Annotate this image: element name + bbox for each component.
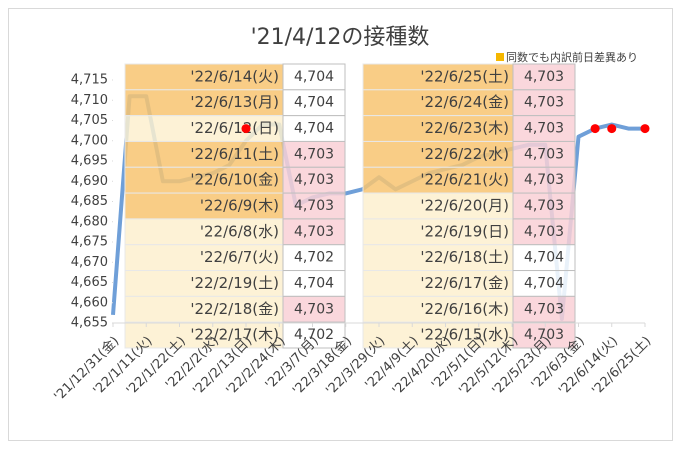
y-tick-label: 4,680 bbox=[71, 214, 108, 229]
date-text: '22/6/12(日) bbox=[190, 119, 279, 137]
date-text: '22/6/18(土) bbox=[420, 248, 509, 266]
value-cell bbox=[282, 270, 346, 297]
value-cell bbox=[282, 140, 346, 168]
value-cell bbox=[512, 295, 576, 323]
value-cell bbox=[282, 89, 346, 117]
date-text: '22/6/11(土) bbox=[190, 145, 279, 163]
date-text: '22/6/19(日) bbox=[420, 222, 509, 240]
date-text: '22/6/17(金) bbox=[420, 274, 509, 292]
value-text: 4,703 bbox=[524, 198, 564, 214]
date-text: '22/6/25(土) bbox=[420, 67, 509, 85]
date-cell bbox=[362, 115, 514, 142]
value-text: 4,702 bbox=[294, 327, 334, 343]
date-text: '22/6/15(水) bbox=[420, 326, 509, 344]
date-text: '22/6/10(金) bbox=[190, 171, 279, 189]
value-text: 4,704 bbox=[294, 121, 334, 137]
y-tick-label: 4,690 bbox=[71, 174, 108, 189]
date-cell bbox=[362, 244, 514, 272]
date-text: '22/6/7(火) bbox=[200, 248, 279, 266]
value-text: 4,704 bbox=[524, 275, 564, 291]
y-tick-label: 4,710 bbox=[71, 93, 108, 108]
value-text: 4,703 bbox=[524, 172, 564, 188]
marker-dot bbox=[607, 124, 617, 134]
date-cell bbox=[124, 166, 284, 194]
value-cell bbox=[512, 192, 576, 220]
date-text: '22/6/21(火) bbox=[420, 171, 509, 189]
value-cell bbox=[512, 321, 576, 349]
y-tick-label: 4,700 bbox=[71, 133, 108, 148]
value-cell bbox=[512, 270, 576, 297]
date-cell bbox=[124, 218, 284, 246]
note-swatch bbox=[496, 53, 504, 61]
value-cell bbox=[512, 63, 576, 91]
date-text: '22/6/16(木) bbox=[420, 300, 509, 318]
value-text: 4,703 bbox=[294, 172, 334, 188]
date-cell bbox=[362, 295, 514, 323]
y-tick-label: 4,695 bbox=[71, 154, 108, 169]
date-text: '22/6/14(火) bbox=[190, 67, 279, 85]
date-text: '22/2/18(金) bbox=[190, 300, 279, 318]
marker-dot bbox=[640, 124, 650, 134]
y-tick-label: 4,670 bbox=[71, 255, 108, 270]
y-tick-label: 4,655 bbox=[71, 316, 108, 331]
y-tick-label: 4,705 bbox=[71, 113, 108, 128]
value-text: 4,703 bbox=[524, 224, 564, 240]
date-text: '22/2/19(土) bbox=[190, 274, 279, 292]
value-cell bbox=[512, 89, 576, 117]
y-tick-label: 4,675 bbox=[71, 235, 108, 250]
value-text: 4,703 bbox=[294, 198, 334, 214]
marker-dot bbox=[241, 124, 251, 134]
value-cell bbox=[282, 321, 346, 349]
y-tick-label: 4,665 bbox=[71, 275, 108, 290]
value-cell bbox=[282, 115, 346, 142]
value-text: 4,703 bbox=[524, 327, 564, 343]
chart-title: '21/4/12の接種数 bbox=[251, 25, 430, 50]
value-text: 4,702 bbox=[294, 250, 334, 266]
value-text: 4,703 bbox=[524, 121, 564, 137]
value-text: 4,704 bbox=[294, 95, 334, 111]
date-cell bbox=[124, 115, 284, 142]
value-text: 4,703 bbox=[294, 146, 334, 162]
note: 同数でも内訳前日差異あり bbox=[506, 50, 638, 64]
value-text: 4,703 bbox=[294, 224, 334, 240]
date-text: '22/2/17(木) bbox=[190, 326, 279, 344]
value-text: 4,704 bbox=[294, 69, 334, 85]
value-text: 4,703 bbox=[524, 69, 564, 85]
date-cell bbox=[362, 218, 514, 246]
date-cell bbox=[124, 63, 284, 91]
value-text: 4,703 bbox=[524, 146, 564, 162]
date-cell bbox=[362, 89, 514, 117]
date-text: '22/6/24(金) bbox=[420, 93, 509, 111]
value-text: 4,703 bbox=[524, 301, 564, 317]
date-text: '22/6/13(月) bbox=[190, 93, 279, 111]
date-text: '22/6/9(木) bbox=[200, 197, 279, 215]
date-cell bbox=[362, 140, 514, 168]
value-cell bbox=[282, 218, 346, 246]
date-text: '22/6/22(水) bbox=[420, 145, 509, 163]
value-cell bbox=[282, 166, 346, 194]
value-text: 4,704 bbox=[524, 250, 564, 266]
value-cell bbox=[512, 115, 576, 142]
value-text: 4,704 bbox=[294, 275, 334, 291]
y-tick-label: 4,685 bbox=[71, 194, 108, 209]
value-cell bbox=[282, 192, 346, 220]
marker-dot bbox=[590, 124, 600, 134]
y-tick-label: 4,660 bbox=[71, 295, 108, 310]
value-text: 4,703 bbox=[294, 301, 334, 317]
date-text: '22/6/20(月) bbox=[420, 197, 509, 215]
date-text: '22/6/23(木) bbox=[420, 119, 509, 137]
date-cell bbox=[362, 321, 514, 349]
date-cell bbox=[124, 270, 284, 297]
date-text: '22/6/8(水) bbox=[200, 222, 279, 240]
y-tick-label: 4,715 bbox=[71, 73, 108, 88]
value-text: 4,703 bbox=[524, 95, 564, 111]
